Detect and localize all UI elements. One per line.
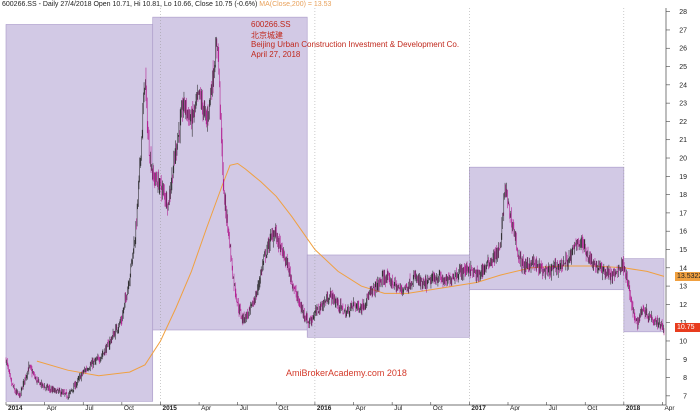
x-tick-label: Oct — [433, 405, 443, 411]
annotation-ticker: 600266.SS — [251, 20, 291, 29]
y-tick-label: 12 — [679, 302, 687, 309]
y-tick-label: 16 — [679, 229, 687, 236]
x-tick-label: Apr — [510, 405, 521, 411]
range-boxes — [5, 16, 665, 402]
ma-line: MA(Close,200) = 13.53 — [259, 1, 332, 8]
quote-header: 600266.SS - Daily 27/4/2018 Open 10.71, … — [2, 1, 331, 8]
x-tick-label: 2016 — [317, 405, 332, 411]
annotation-date: April 27, 2018 — [251, 50, 301, 59]
y-tick-label: 13 — [679, 284, 687, 291]
y-tick-label: 20 — [679, 156, 687, 163]
y-tick-label: 14 — [679, 265, 687, 272]
x-tick-label: Apr — [356, 405, 367, 411]
x-tick-label: Oct — [278, 405, 288, 411]
y-tick-label: 25 — [679, 64, 687, 71]
y-tick-label: 18 — [679, 192, 687, 199]
x-tick-label: Oct — [124, 405, 134, 411]
y-tick-label: 22 — [679, 119, 687, 126]
x-axis: 2014 Apr Jul Oct 2015 Apr Jul Oct 2016 Apr Jul Oct 2… — [5, 402, 675, 411]
ma-value-tag: 13.5322 — [675, 271, 700, 281]
x-tick-label: Jul — [85, 405, 94, 411]
x-tick-label: Jul — [549, 405, 558, 411]
x-tick-label: Apr — [664, 405, 675, 411]
y-tick-label: 7 — [683, 393, 687, 400]
x-grid — [160, 8, 625, 405]
y-tick-label: 28 — [679, 9, 687, 16]
quote-line: 600266.SS - Daily 27/4/2018 Open 10.71, … — [2, 1, 258, 8]
y-tick-label: 19 — [679, 174, 687, 181]
y-tick-label: 8 — [683, 375, 687, 382]
y-tick-label: 27 — [679, 27, 687, 34]
x-tick-label: Apr — [201, 405, 212, 411]
x-tick-label: 2018 — [626, 405, 641, 411]
y-tick-label: 23 — [679, 101, 687, 108]
y-tick-label: 15 — [679, 247, 687, 254]
y-tick-label: 24 — [679, 82, 687, 89]
y-tick-label: 21 — [679, 137, 687, 144]
y-tick-label: 17 — [679, 210, 687, 217]
x-tick-label: Jul — [394, 405, 403, 411]
annotation-company: Beijing Urban Construction Investment & … — [251, 40, 460, 49]
range-box — [5, 24, 154, 402]
close-value-tag: 10.75 — [675, 322, 700, 332]
y-tick-label: 26 — [679, 46, 687, 53]
y-tick-label: 9 — [683, 357, 687, 364]
y-tick-label: 10 — [679, 338, 687, 345]
x-tick-label: Jul — [240, 405, 249, 411]
x-tick-label: Apr — [47, 405, 58, 411]
candles — [5, 36, 665, 401]
x-tick-label: 2014 — [8, 405, 23, 411]
x-tick-label: Oct — [587, 405, 597, 411]
y-axis: 7891011121314151617181920212223242526272… — [665, 8, 687, 405]
x-tick-label: 2015 — [162, 405, 177, 411]
annotation-chinese-name: 北京城建 — [251, 31, 283, 40]
watermark: AmiBrokerAcademy.com 2018 — [286, 368, 407, 378]
range-box — [152, 16, 308, 331]
x-tick-label: 2017 — [471, 405, 486, 411]
